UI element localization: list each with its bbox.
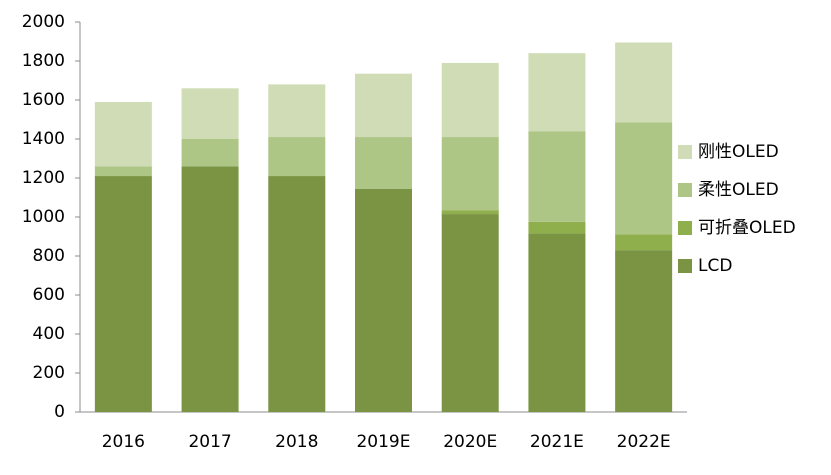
y-tick-label: 1000 xyxy=(22,207,65,227)
bar-segment xyxy=(615,250,673,412)
x-tick-label: 2018 xyxy=(275,432,318,452)
bar-segment xyxy=(528,131,586,222)
y-tick-label: 0 xyxy=(54,402,65,422)
legend-label: 柔性OLED xyxy=(698,180,779,200)
y-tick-label: 1800 xyxy=(22,51,65,71)
legend-swatch xyxy=(678,259,692,273)
bar-segment xyxy=(355,188,412,412)
legend-swatch xyxy=(678,145,692,159)
bar-segment xyxy=(181,88,239,139)
bar-segment xyxy=(181,166,239,412)
x-tick-label: 2016 xyxy=(102,432,145,452)
bar-segment xyxy=(441,62,499,138)
legend-label: LCD xyxy=(698,256,732,276)
bar-segment xyxy=(528,53,586,132)
y-tick-label: 2000 xyxy=(22,12,65,32)
bar-segment xyxy=(94,101,152,167)
x-tick-label: 2019E xyxy=(356,432,410,452)
x-tick-label: 2020E xyxy=(443,432,497,452)
bar-segment xyxy=(355,73,412,138)
bar-segment xyxy=(268,176,326,412)
bar-segment xyxy=(528,221,586,234)
legend-label: 可折叠OLED xyxy=(698,218,796,238)
bar-segment xyxy=(528,233,586,412)
y-tick-label: 400 xyxy=(33,324,65,344)
x-tick-label: 2022E xyxy=(617,432,671,452)
bar-segment xyxy=(268,84,326,138)
y-tick-label: 800 xyxy=(33,246,65,266)
legend-swatch xyxy=(678,183,692,197)
bar-segment xyxy=(355,137,412,189)
bar-segment xyxy=(441,214,499,412)
bar-segment xyxy=(181,139,239,167)
bar-segment xyxy=(94,176,152,412)
bar-segment xyxy=(441,137,499,211)
y-tick-label: 200 xyxy=(33,363,65,383)
x-tick-label: 2021E xyxy=(530,432,584,452)
legend-label: 刚性OLED xyxy=(698,142,779,162)
legend-swatch xyxy=(678,221,692,235)
bar-segment xyxy=(441,210,499,215)
x-tick-label: 2017 xyxy=(188,432,231,452)
bar-segment xyxy=(615,122,673,235)
y-tick-label: 1400 xyxy=(22,129,65,149)
bar-segment xyxy=(268,137,326,177)
y-tick-label: 1600 xyxy=(22,90,65,110)
bar-segment xyxy=(615,42,673,123)
bar-segment xyxy=(94,166,152,177)
y-tick-label: 1200 xyxy=(22,168,65,188)
bar-segment xyxy=(615,234,673,251)
y-tick-label: 600 xyxy=(33,285,65,305)
